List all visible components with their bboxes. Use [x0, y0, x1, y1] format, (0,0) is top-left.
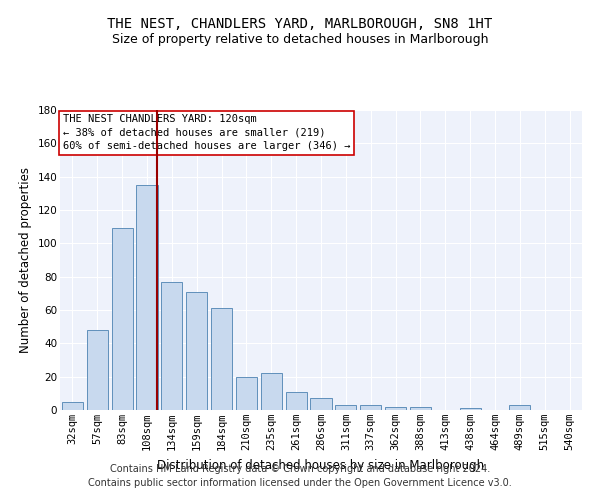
Y-axis label: Number of detached properties: Number of detached properties: [19, 167, 32, 353]
Bar: [335, 405, 356, 410]
Bar: [261, 374, 282, 410]
Bar: [62, 402, 83, 410]
Text: THE NEST, CHANDLERS YARD, MARLBOROUGH, SN8 1HT: THE NEST, CHANDLERS YARD, MARLBOROUGH, S…: [107, 18, 493, 32]
Bar: [385, 406, 406, 410]
Bar: [236, 376, 257, 410]
X-axis label: Distribution of detached houses by size in Marlborough: Distribution of detached houses by size …: [157, 458, 485, 471]
Bar: [186, 292, 207, 410]
Bar: [460, 408, 481, 410]
Bar: [286, 392, 307, 410]
Bar: [112, 228, 133, 410]
Bar: [161, 282, 182, 410]
Bar: [509, 405, 530, 410]
Bar: [310, 398, 332, 410]
Bar: [410, 406, 431, 410]
Text: Contains HM Land Registry data © Crown copyright and database right 2024.
Contai: Contains HM Land Registry data © Crown c…: [88, 464, 512, 487]
Bar: [360, 405, 381, 410]
Bar: [136, 185, 158, 410]
Bar: [87, 330, 108, 410]
Text: THE NEST CHANDLERS YARD: 120sqm
← 38% of detached houses are smaller (219)
60% o: THE NEST CHANDLERS YARD: 120sqm ← 38% of…: [62, 114, 350, 151]
Bar: [211, 308, 232, 410]
Text: Size of property relative to detached houses in Marlborough: Size of property relative to detached ho…: [112, 32, 488, 46]
